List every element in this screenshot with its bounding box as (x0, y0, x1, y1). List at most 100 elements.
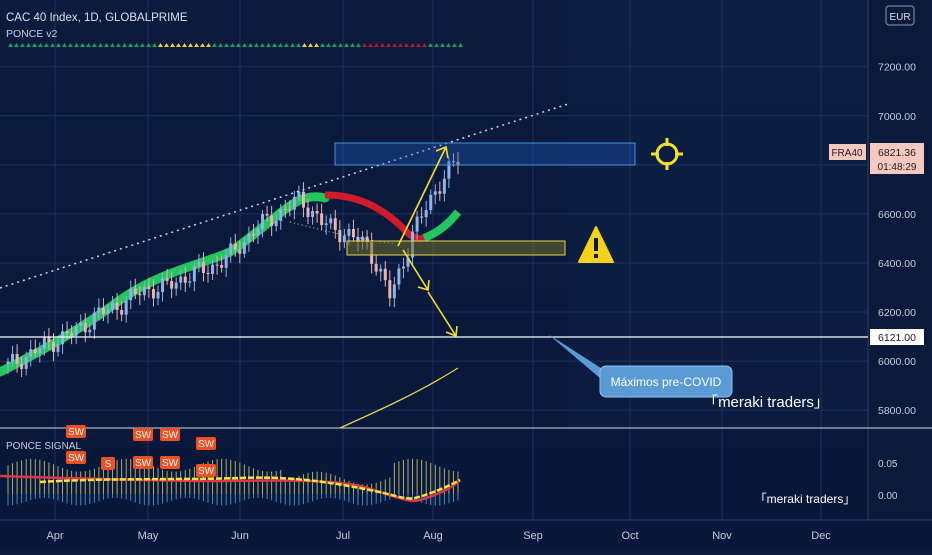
dot-marker (80, 43, 85, 47)
callout-pointer (548, 334, 607, 384)
time-axis-label: Jun (231, 530, 249, 542)
candle-body (433, 191, 437, 195)
dot-marker (68, 43, 73, 47)
signal-pane (0, 458, 461, 506)
dot-marker (368, 43, 373, 47)
signal-marker[interactable]: S (101, 457, 115, 470)
dot-marker (326, 43, 331, 47)
signal-marker[interactable]: SW (160, 428, 180, 441)
candle-body (429, 194, 433, 211)
symbol-tag-box (829, 144, 866, 160)
candle-body (329, 218, 333, 224)
dot-marker (338, 43, 343, 47)
signal-marker[interactable]: SW (160, 456, 180, 469)
candle-body (188, 281, 192, 283)
signal-marker[interactable]: SW (66, 451, 86, 464)
target-zone-box[interactable] (334, 142, 636, 166)
dot-marker (458, 43, 463, 47)
dot-marker (38, 43, 43, 47)
dot-marker (344, 43, 349, 47)
dot-marker (8, 43, 13, 47)
candle-body (211, 264, 215, 275)
dot-marker (314, 43, 319, 47)
dot-marker (254, 43, 259, 47)
dot-marker (422, 43, 427, 47)
dot-marker (134, 43, 139, 47)
candle-body (79, 322, 83, 327)
candle-body (29, 349, 33, 357)
candle-body (274, 220, 278, 227)
candle-body (424, 210, 428, 218)
last-price-value: 6821.36 (878, 147, 916, 159)
dotted-support (289, 221, 396, 245)
signal-marker[interactable]: SW (133, 428, 153, 441)
indicator-title[interactable]: PONCE v2 (6, 28, 58, 40)
price-tick-label: 7200.00 (878, 62, 916, 74)
candle-body (256, 228, 260, 236)
dot-marker (380, 43, 385, 47)
dot-marker (434, 43, 439, 47)
candle-body (165, 278, 169, 281)
signal-pane-title[interactable]: PONCE SIGNAL (6, 441, 81, 452)
currency-button[interactable] (885, 5, 915, 26)
price-tick-label: 6600.00 (878, 209, 916, 221)
time-axis-label: May (138, 530, 159, 542)
currency-label: EUR (889, 12, 910, 23)
dot-marker (152, 43, 157, 47)
last-price-tag (870, 143, 924, 174)
support-zone-box[interactable] (346, 240, 566, 256)
dot-marker (116, 43, 121, 47)
candle-body (338, 229, 342, 243)
dot-marker (110, 43, 115, 47)
signal-marker[interactable]: SW (133, 456, 153, 469)
candle-body (447, 161, 451, 179)
candle-body (201, 262, 205, 273)
candle-body (265, 214, 269, 216)
candle-body (47, 337, 51, 343)
dot-marker (104, 43, 109, 47)
dot-marker (398, 43, 403, 47)
candle-body (151, 288, 155, 299)
dot-marker (98, 43, 103, 47)
dot-marker (266, 43, 271, 47)
dot-marker (92, 43, 97, 47)
candle-body (301, 191, 305, 208)
candle-body (388, 280, 392, 299)
dot-marker (416, 43, 421, 47)
candle-body (283, 208, 287, 210)
ponce-dots-row (8, 43, 463, 47)
candle-body (401, 266, 405, 269)
countdown-value: 01:48:29 (878, 162, 917, 173)
signal-markers: SW SW SW SW SW S SW SW SW (66, 425, 216, 477)
candle-body (33, 349, 37, 354)
candle-body (147, 286, 151, 289)
symbol-title[interactable]: CAC 40 Index, 1D, GLOBALPRIME (6, 12, 188, 24)
dot-marker (26, 43, 31, 47)
candle-body (333, 218, 337, 230)
candle-body (142, 286, 146, 296)
svg-text:SW: SW (68, 427, 85, 438)
candle-body (220, 265, 224, 268)
price-axis-bg (868, 0, 932, 520)
signal-marker[interactable]: SW (196, 437, 216, 450)
candle-body (442, 178, 446, 194)
signal-line-yellow (39, 476, 461, 500)
svg-text:SW: SW (162, 458, 179, 469)
projection-arrows[interactable] (397, 145, 458, 338)
dot-marker (140, 43, 145, 47)
signal-marker[interactable]: SW (66, 425, 86, 438)
dot-marker (146, 43, 151, 47)
dot-marker (14, 43, 19, 47)
price-tick-label: 5800.00 (878, 405, 916, 417)
dot-marker (218, 43, 223, 47)
grid-lines (0, 0, 868, 520)
price-tick-label: 6400.00 (878, 258, 916, 270)
signal-marker[interactable]: SW (196, 464, 216, 477)
signal-tick-0: 0.05 (878, 459, 898, 470)
callout-box[interactable] (599, 365, 733, 398)
candle-body (215, 264, 219, 266)
candle-body (320, 213, 324, 225)
svg-text:SW: SW (198, 466, 215, 477)
candle-body (51, 342, 55, 352)
